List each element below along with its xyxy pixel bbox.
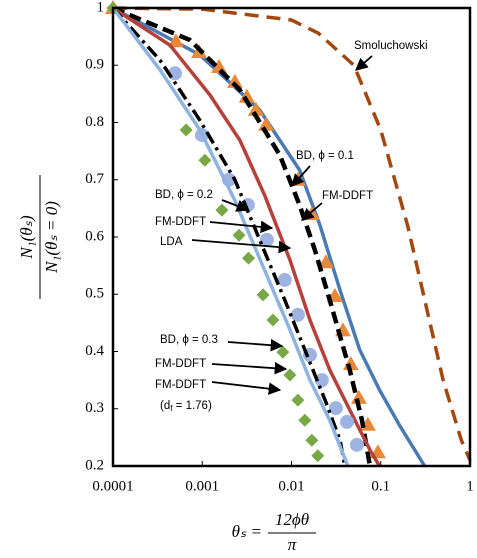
annotation-arrow bbox=[209, 220, 274, 234]
diamond-marker bbox=[305, 433, 319, 447]
y-label-numerator: N₁(θₛ) bbox=[17, 215, 36, 260]
x-tick-label: 0.001 bbox=[185, 478, 219, 494]
annotation-arrow bbox=[211, 361, 288, 375]
y-tick-label: 0.9 bbox=[85, 57, 104, 73]
circle-marker bbox=[314, 373, 329, 388]
diamond-marker bbox=[276, 345, 290, 359]
diamond-marker bbox=[242, 251, 256, 265]
triangle-marker bbox=[317, 254, 334, 269]
y-tick-label: 0.7 bbox=[85, 171, 104, 187]
circle-marker bbox=[290, 307, 305, 322]
series-line bbox=[112, 6, 472, 461]
annotation: FM-DDFT bbox=[155, 216, 206, 228]
diamond-marker bbox=[179, 123, 193, 137]
y-tick-label: 0.2 bbox=[85, 457, 104, 473]
diamond-marker bbox=[266, 313, 280, 327]
annotation: BD, ϕ = 0.3 bbox=[160, 334, 218, 346]
annotation: BD, ϕ = 0.1 bbox=[296, 150, 354, 162]
series-line bbox=[112, 5, 373, 467]
annotation-arrow bbox=[301, 202, 323, 221]
triangle-marker bbox=[167, 33, 184, 48]
annotation: LDA bbox=[160, 236, 183, 248]
y-tick-label: 0.6 bbox=[85, 228, 104, 244]
x-label-numerator: 12ϕθ bbox=[275, 510, 309, 529]
diamond-marker bbox=[215, 203, 229, 217]
y-tick-label: 0.8 bbox=[85, 114, 104, 130]
series-line bbox=[112, 6, 427, 467]
series-line bbox=[112, 6, 381, 467]
annotation-part: = 1.76) bbox=[172, 400, 211, 412]
annotation-arrow bbox=[355, 55, 373, 71]
diamond-marker bbox=[311, 449, 325, 463]
y-label-denominator: N₁(θₛ = 0) bbox=[42, 201, 61, 274]
circle-marker bbox=[328, 401, 343, 416]
triangle-marker bbox=[210, 58, 227, 73]
triangle-marker bbox=[247, 101, 264, 116]
x-tick-label: 1 bbox=[466, 478, 474, 494]
triangle-marker bbox=[238, 88, 255, 103]
annotation: FM-DDFT bbox=[155, 358, 206, 370]
annotation-arrow bbox=[291, 165, 311, 187]
triangle-marker bbox=[258, 116, 275, 131]
annotation-part: f bbox=[170, 404, 173, 413]
annotation: FM-DDFT bbox=[322, 190, 373, 202]
annotation: Smoluchowski bbox=[354, 40, 428, 52]
circle-marker bbox=[349, 437, 364, 452]
circle-marker bbox=[340, 414, 355, 429]
annotation-arrow bbox=[221, 199, 250, 212]
diamond-marker bbox=[198, 153, 212, 167]
x-axis-label: θₛ = 12ϕθ π bbox=[232, 510, 316, 554]
diamond-marker bbox=[256, 288, 270, 302]
annotation-part: (d bbox=[160, 400, 170, 412]
y-tick-label: 1 bbox=[97, 0, 105, 15]
diamond-marker bbox=[232, 228, 246, 242]
y-tick-label: 0.3 bbox=[85, 400, 104, 416]
annotation: BD, ϕ = 0.2 bbox=[155, 189, 213, 201]
annotation: FM-DDFT bbox=[155, 379, 206, 391]
x-tick-label: 0.1 bbox=[371, 478, 390, 494]
x-label-denominator: π bbox=[288, 535, 297, 554]
triangle-marker bbox=[226, 73, 243, 88]
diamond-marker bbox=[298, 413, 312, 427]
annotation-arrow bbox=[191, 239, 292, 254]
y-tick-label: 0.4 bbox=[85, 343, 104, 359]
x-tick-label: 0.01 bbox=[278, 478, 304, 494]
y-axis-label: N₁(θₛ) N₁(θₛ = 0) bbox=[17, 175, 61, 299]
annotation-arrow bbox=[227, 338, 284, 352]
series-line bbox=[111, 6, 347, 467]
diamond-marker bbox=[283, 368, 297, 382]
y-tick-label: 0.5 bbox=[85, 286, 104, 302]
annotation: (df = 1.76) bbox=[160, 400, 212, 413]
x-label-lhs: θₛ = bbox=[232, 522, 262, 541]
series-line bbox=[111, 6, 350, 467]
x-tick-label: 0.0001 bbox=[92, 478, 133, 494]
circle-marker bbox=[259, 232, 274, 247]
diamond-marker bbox=[291, 393, 305, 407]
circle-marker bbox=[277, 272, 292, 287]
annotation-arrow bbox=[211, 381, 282, 395]
